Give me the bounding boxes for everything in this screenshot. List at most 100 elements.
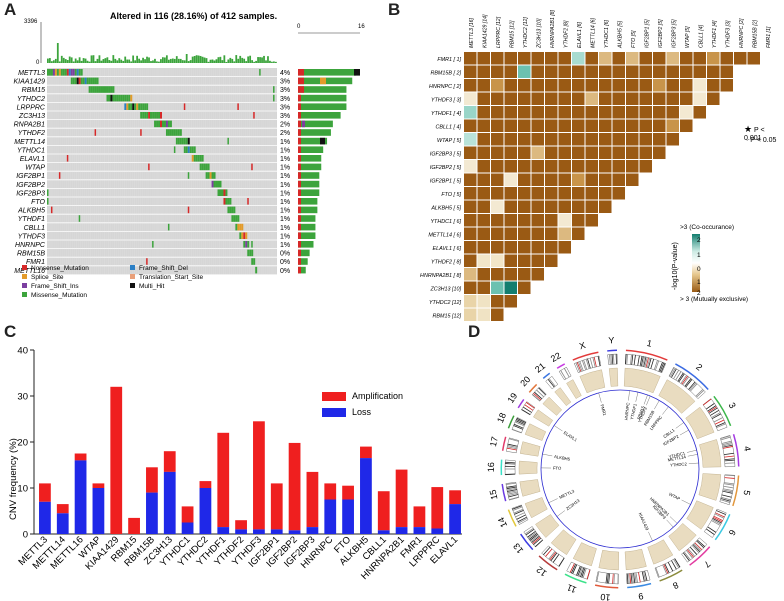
heatmap-cell xyxy=(491,254,504,267)
mutation-cell xyxy=(233,215,236,222)
heatmap-cell xyxy=(734,52,747,65)
gene-count-bar xyxy=(298,241,314,248)
heatmap-cell xyxy=(464,52,477,65)
ideogram-band xyxy=(686,550,693,559)
row-label: IGF2BP3 [ 5] xyxy=(430,152,462,158)
legend-text: Loss xyxy=(352,407,372,417)
multihit-bar xyxy=(354,69,360,76)
amplification-bar xyxy=(413,506,426,528)
ideogram-band xyxy=(518,517,528,524)
ideogram-band xyxy=(608,354,611,365)
tmb-bar xyxy=(108,60,111,63)
tmb-bar xyxy=(50,61,53,63)
mutation-cell xyxy=(78,69,81,76)
gene-count-bar-nonsense xyxy=(298,103,301,110)
heatmap-cell xyxy=(504,227,517,240)
mutation-cell xyxy=(177,137,180,145)
heatmap-cell xyxy=(558,187,571,200)
tmb-bar xyxy=(221,60,224,63)
gene-count-bar xyxy=(298,155,322,162)
mutation-cell xyxy=(154,120,157,128)
mutation-cell xyxy=(92,77,95,85)
data-track xyxy=(524,497,548,519)
ideogram-band xyxy=(712,518,722,524)
heatmap-cell xyxy=(693,106,706,119)
percent-label: 4% xyxy=(280,70,290,77)
gene-label: YTHDC2 xyxy=(17,96,45,103)
ideogram-band xyxy=(538,387,546,396)
heatmap-cell xyxy=(518,160,531,173)
mutation-cell xyxy=(235,215,238,222)
heatmap-cell xyxy=(639,79,652,92)
legend-item-amplification: Amplification xyxy=(322,388,403,404)
gene-tick xyxy=(648,531,653,542)
legend-text: Translation_Start_Site xyxy=(139,274,204,281)
heatmap-cell xyxy=(747,65,760,78)
heatmap-cell xyxy=(599,133,612,146)
mutation-cell xyxy=(237,215,240,222)
ideogram-band xyxy=(507,443,518,447)
ideogram-band xyxy=(689,546,698,555)
tmb-bar xyxy=(219,56,222,63)
heatmap-cell xyxy=(477,200,490,213)
mutation-cell xyxy=(148,163,150,171)
chromosome-outer-arc xyxy=(538,555,558,571)
ideogram-band xyxy=(507,491,518,495)
gene-label: WTAP xyxy=(668,492,681,502)
heatmap-cell xyxy=(491,106,504,119)
ideogram-band xyxy=(569,563,575,573)
loss-bar xyxy=(413,527,426,534)
gene-count-bar-nonsense xyxy=(298,129,301,136)
mutation-cell xyxy=(211,180,214,188)
legend-swatch xyxy=(22,283,27,288)
percent-label: 1% xyxy=(280,216,290,223)
chromosome-label: 8 xyxy=(671,580,680,591)
mutation-cell xyxy=(239,223,242,231)
heatmap-cell xyxy=(558,200,571,213)
heatmap-cell xyxy=(491,92,504,105)
heatmap-cell xyxy=(504,308,517,321)
heatmap-cell xyxy=(626,133,639,146)
mutation-cell xyxy=(227,206,230,214)
mutation-cell xyxy=(58,69,61,76)
loss-bar xyxy=(181,522,194,534)
heatmap-cell xyxy=(545,227,558,240)
ideogram-band xyxy=(589,357,594,368)
ideogram-band xyxy=(677,372,684,382)
col-label: HNRNPC [2] xyxy=(739,18,745,48)
heatmap-cell xyxy=(666,119,679,132)
ideogram-band xyxy=(522,406,532,413)
heatmap-cell xyxy=(626,187,639,200)
ideogram-band xyxy=(660,363,666,373)
colorbar-top-label: >3 (Co-occurance) xyxy=(680,224,735,231)
ideogram-band xyxy=(528,532,537,539)
mutation-cell xyxy=(106,86,109,93)
gene-label: METTL14 xyxy=(667,454,687,462)
heatmap-cell xyxy=(518,146,531,159)
heatmap-cell xyxy=(599,160,612,173)
percent-label: 0% xyxy=(280,259,290,266)
ideogram-band xyxy=(678,373,685,383)
ideogram-band xyxy=(505,465,516,467)
legend-item-loss: Loss xyxy=(322,404,403,420)
gene-tick xyxy=(628,390,630,401)
mutation-cell xyxy=(47,198,49,205)
mutation-cell xyxy=(223,189,226,196)
tmb-bar xyxy=(183,60,186,63)
chromosome-label: 11 xyxy=(565,582,577,595)
mutation-cell xyxy=(187,137,190,145)
percent-label: 3% xyxy=(280,104,290,111)
heatmap-cell xyxy=(585,79,598,92)
ideogram-band xyxy=(711,413,722,419)
heatmap-cell xyxy=(639,119,652,132)
ideogram-band xyxy=(529,533,538,541)
mutation-cell xyxy=(128,103,131,110)
tmb-bar xyxy=(211,59,214,63)
ideogram-band xyxy=(724,459,735,462)
mutation-cell xyxy=(187,172,190,179)
inner-track xyxy=(540,389,700,549)
loss-bar xyxy=(395,527,408,534)
heatmap-cell xyxy=(545,200,558,213)
mutation-cell xyxy=(140,112,143,119)
percent-label: 2% xyxy=(280,122,290,129)
